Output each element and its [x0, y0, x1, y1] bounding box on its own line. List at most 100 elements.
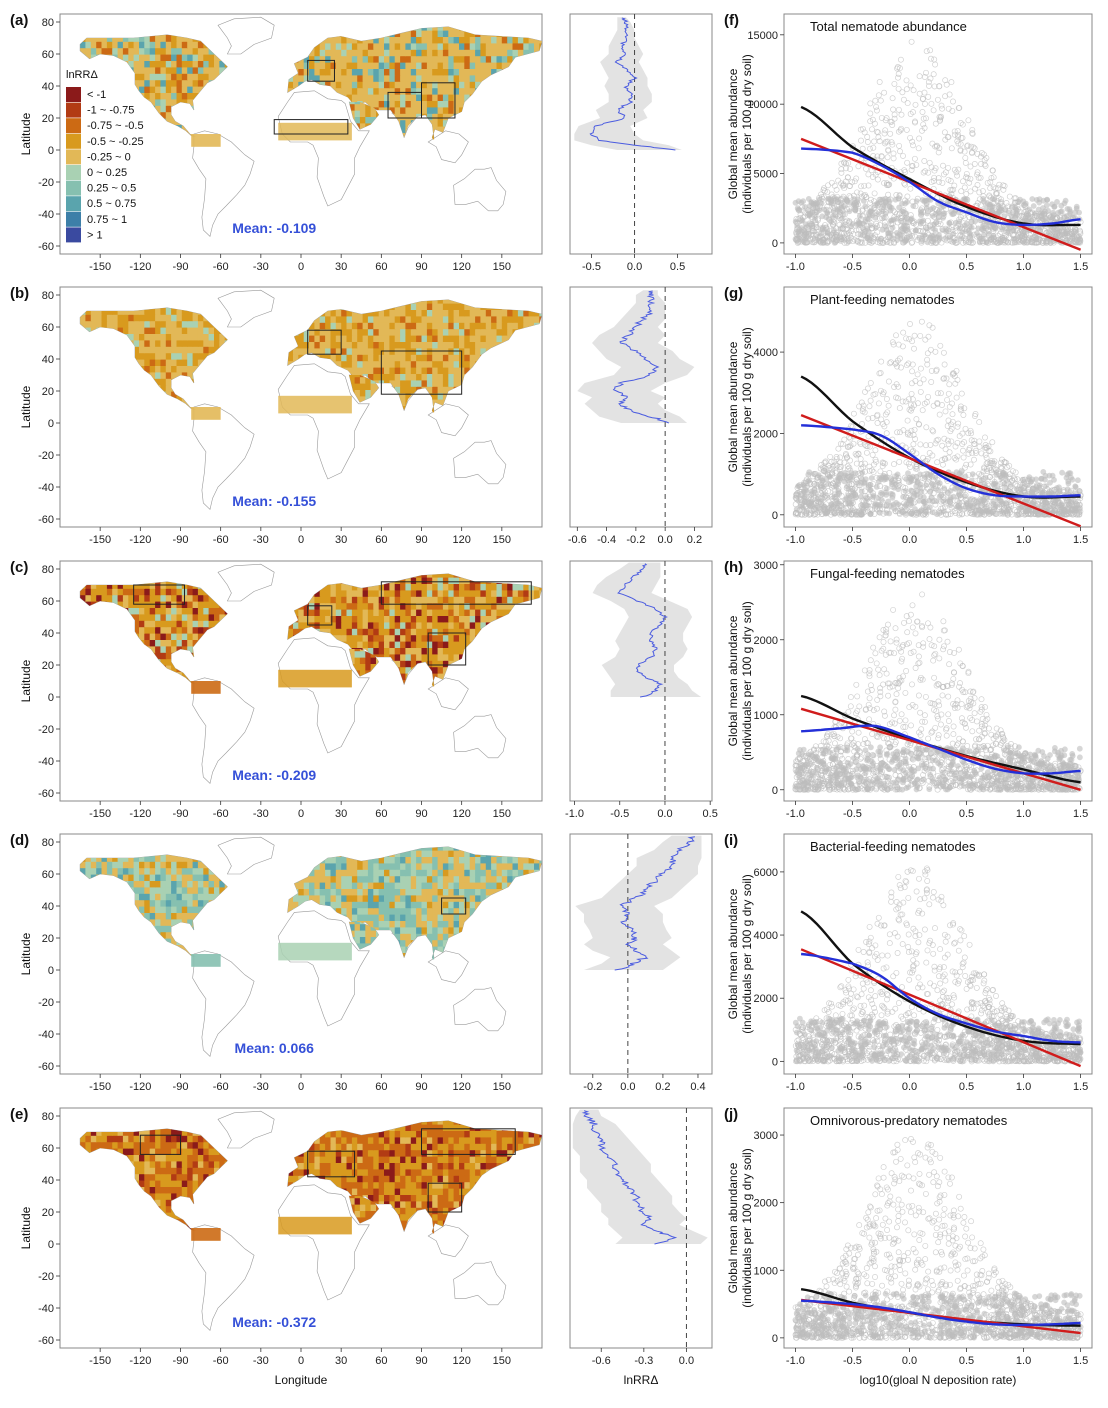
scatter-point — [913, 161, 920, 168]
map-cell — [442, 303, 449, 310]
map-cell — [496, 62, 503, 69]
map-cell — [432, 360, 439, 368]
map-cell — [325, 74, 332, 82]
map-cell — [421, 26, 428, 31]
map-cell — [165, 79, 172, 87]
map-cell — [319, 74, 326, 82]
map-cell — [85, 34, 92, 42]
map-cell — [176, 34, 183, 42]
scatter-point — [961, 184, 968, 191]
scatter-point — [1005, 229, 1011, 236]
map-cell — [351, 36, 358, 44]
map-cell — [90, 320, 97, 328]
map-cell — [437, 373, 444, 381]
scatter-point — [867, 145, 873, 152]
map-cell — [523, 36, 530, 44]
scatter-point — [887, 130, 894, 137]
map-cell — [405, 354, 412, 362]
scatter-point — [871, 120, 878, 127]
map-cell — [171, 66, 178, 74]
scatter-point — [1011, 235, 1018, 242]
x-tick-label: -150 — [89, 534, 111, 546]
map-cell — [165, 54, 172, 61]
scatter-point — [1047, 214, 1054, 221]
map-cell — [208, 60, 215, 68]
map-cell — [357, 55, 364, 63]
map-cell — [165, 359, 172, 366]
map-cell — [442, 379, 449, 387]
map-cell — [357, 367, 364, 374]
map-cell — [187, 346, 194, 354]
map-cell — [384, 335, 390, 342]
map-cell — [416, 322, 423, 330]
scatter-point — [1009, 203, 1015, 210]
map-cell — [139, 314, 145, 322]
scatter-point — [903, 86, 910, 93]
scatter-point — [844, 174, 851, 181]
map-cell — [171, 73, 178, 81]
map-cell — [133, 54, 140, 61]
map-cell — [448, 322, 455, 330]
map-cell — [208, 54, 215, 61]
map-cell — [298, 341, 305, 349]
map-cell — [496, 309, 503, 317]
map-cell — [171, 60, 178, 68]
scatter-point — [875, 129, 881, 136]
map-cell — [523, 315, 530, 323]
map-cell — [432, 322, 439, 330]
scatter-point — [920, 115, 927, 122]
map-cell — [192, 359, 199, 366]
map-cell — [112, 34, 119, 42]
map-cell — [459, 62, 465, 69]
map-cell — [442, 42, 449, 50]
map-cell — [144, 333, 151, 341]
map-cell — [410, 81, 417, 89]
x-tick-label: 0.0 — [902, 261, 917, 273]
scatter-point — [939, 179, 946, 186]
scatter-point — [1008, 239, 1015, 246]
map-cell — [314, 55, 321, 63]
scatter-point — [898, 111, 905, 118]
map-cell — [117, 54, 124, 61]
map-cell — [314, 62, 321, 69]
map-cell — [437, 354, 444, 362]
map-cell — [426, 55, 433, 63]
scatter-point — [985, 230, 992, 237]
map-cell — [293, 74, 299, 82]
map-cell — [208, 66, 215, 74]
map-cell — [160, 359, 167, 366]
scatter-point — [830, 213, 836, 220]
scatter-point — [908, 215, 915, 222]
map-cell — [171, 41, 178, 49]
map-cell — [197, 320, 204, 328]
map-cell — [362, 49, 369, 57]
y-tick-label: 15000 — [747, 30, 778, 42]
map-cell — [187, 86, 194, 93]
map-cell — [432, 81, 439, 89]
map-cell — [426, 36, 433, 44]
map-cell — [389, 87, 396, 95]
map-cell — [325, 55, 332, 63]
map-cell — [394, 113, 401, 121]
map-cell — [341, 55, 348, 63]
map-cell — [346, 62, 353, 69]
map-cell — [384, 328, 390, 336]
map-cell — [475, 42, 482, 50]
map-cell — [351, 74, 358, 82]
map-cell — [459, 106, 465, 114]
map-cell — [373, 100, 380, 108]
map-cell — [181, 66, 188, 74]
map-cell — [149, 327, 156, 334]
scatter-point — [958, 134, 965, 141]
map-cell — [117, 314, 124, 322]
x-tick-label: -0.5 — [843, 261, 862, 273]
x-tick-label: 0 — [298, 261, 304, 273]
map-cell — [480, 74, 487, 82]
scatter-point — [926, 82, 932, 89]
scatter-point — [928, 100, 935, 107]
scatter-point — [862, 218, 869, 225]
map-cell — [464, 36, 471, 44]
map-cell — [469, 328, 476, 336]
scatter-point — [990, 174, 997, 181]
map-cell — [405, 386, 412, 394]
